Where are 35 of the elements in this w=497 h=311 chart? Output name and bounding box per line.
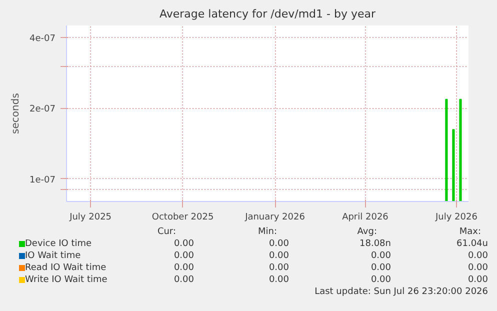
x-tick-label: July 2026	[434, 212, 478, 222]
text: 0.00	[268, 250, 289, 262]
text: 0.00	[370, 250, 391, 262]
text: 0.00	[370, 274, 391, 286]
y-tick-label: 4e-07	[30, 34, 56, 44]
text: 0.00	[468, 262, 488, 274]
text: 0.00	[468, 274, 488, 286]
text: 0.00	[174, 262, 194, 274]
text: Min:	[258, 226, 277, 238]
y-tick-label: 2e-07	[30, 104, 56, 115]
text: 0.00	[174, 250, 194, 262]
text: Last update: Sun Jul 26 23:20:00 2026	[314, 286, 488, 298]
text: 0.00	[174, 238, 194, 250]
text: 0.00	[268, 274, 289, 286]
x-tick-label: January 2026	[244, 212, 306, 222]
text: Cur:	[157, 226, 176, 238]
text: 0.00	[268, 262, 289, 274]
text: Avg:	[357, 226, 377, 238]
x-tick-label: April 2026	[342, 212, 389, 222]
legend-label: Device IO time	[25, 238, 92, 250]
text: 61.04u	[456, 238, 488, 250]
text: 0.00	[268, 238, 289, 250]
text: Max:	[459, 226, 481, 238]
chart-title: Average latency for /dev/md1 - by year	[159, 8, 376, 20]
text: 0.00	[468, 250, 488, 262]
text: 18.08n	[360, 238, 391, 250]
legend-label: IO Wait time	[25, 250, 81, 262]
x-tick-label: July 2025	[68, 212, 112, 222]
legend-label: Write IO Wait time	[25, 274, 108, 286]
text: 0.00	[370, 262, 391, 274]
x-tick-label: October 2025	[152, 212, 214, 222]
y-tick-label: 1e-07	[30, 175, 56, 186]
y-axis-title: seconds	[10, 93, 22, 134]
legend-label: Read IO Wait time	[25, 262, 106, 274]
text: 0.00	[174, 274, 194, 286]
